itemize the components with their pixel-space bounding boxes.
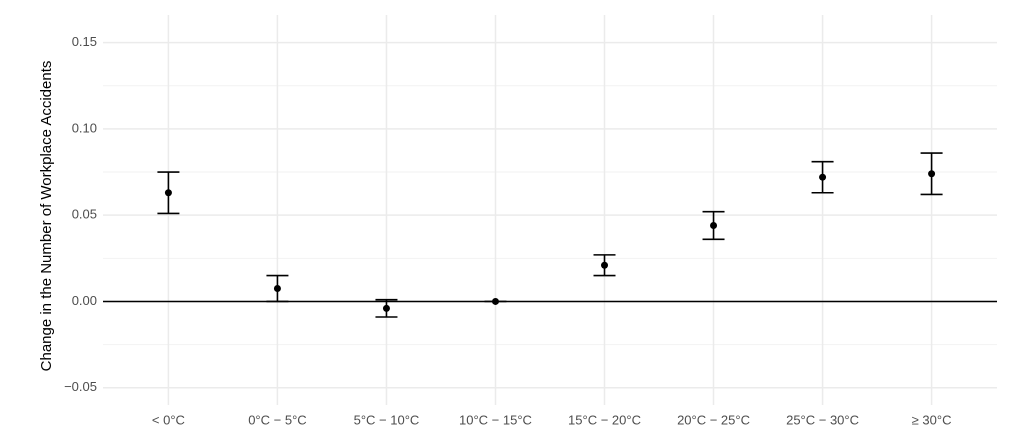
y-tick-label: 0.05 (72, 207, 97, 222)
y-tick-label: −0.05 (64, 379, 97, 394)
y-axis-title: Change in the Number of Workplace Accide… (38, 61, 55, 372)
point (273, 285, 281, 293)
point (928, 170, 936, 178)
point (491, 297, 499, 305)
point (710, 222, 718, 230)
point (382, 304, 390, 312)
point (164, 189, 172, 197)
y-tick-label: 0.00 (72, 293, 97, 308)
x-tick-label: 0°C − 5°C (248, 412, 306, 427)
x-tick-label: < 0°C (152, 412, 185, 427)
x-tick-label: 5°C − 10°C (354, 412, 420, 427)
y-tick-label: 0.15 (72, 34, 97, 49)
x-tick-label: 25°C − 30°C (786, 412, 859, 427)
y-tick-label: 0.10 (72, 120, 97, 135)
x-tick-label: ≥ 30°C (912, 412, 952, 427)
x-tick-label: 20°C − 25°C (677, 412, 750, 427)
x-tick-label: 10°C − 15°C (459, 412, 532, 427)
x-tick-label: 15°C − 20°C (568, 412, 641, 427)
point (601, 261, 609, 269)
point (819, 173, 827, 181)
